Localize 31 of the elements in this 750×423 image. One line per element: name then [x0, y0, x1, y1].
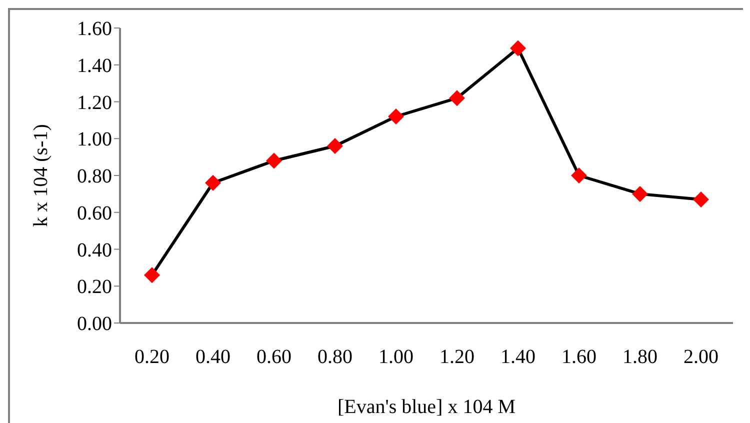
y-tick-label: 1.60	[77, 18, 112, 40]
y-tick-label: 1.00	[77, 128, 112, 151]
y-tick-label: 1.40	[77, 54, 112, 77]
x-tick-label: 1.40	[500, 346, 536, 368]
x-tick-label: 0.60	[256, 346, 292, 368]
x-tick-label: 0.20	[134, 346, 170, 368]
point	[693, 191, 709, 208]
x-tick-label: 1.20	[440, 346, 474, 368]
y-tick-label: 0.20	[77, 276, 112, 298]
point	[388, 108, 404, 124]
x-tick-label: 0.40	[196, 346, 230, 368]
point	[327, 138, 343, 154]
point	[266, 152, 282, 169]
y-axis-title: k x 104 (s-1)	[30, 124, 52, 227]
y-tick-label: 0.60	[77, 202, 112, 224]
x-tick-label: 1.00	[378, 346, 414, 368]
x-tick-label: 1.80	[622, 346, 658, 368]
x-tick-label: 1.60	[562, 346, 596, 368]
x-tick-label: 2.00	[684, 346, 718, 368]
y-tick-label: 0.00	[77, 313, 112, 336]
y-tick-label: 0.40	[77, 239, 112, 262]
point	[571, 168, 587, 184]
point	[144, 267, 160, 284]
point	[205, 174, 221, 191]
x-axis-title: [Evan's blue] x 104 M	[337, 396, 516, 418]
point	[632, 186, 648, 202]
point	[510, 40, 526, 56]
y-tick-label: 0.80	[77, 166, 112, 188]
x-tick-label: 0.80	[318, 346, 352, 368]
y-tick-label: 1.20	[77, 92, 112, 114]
point	[449, 90, 465, 106]
